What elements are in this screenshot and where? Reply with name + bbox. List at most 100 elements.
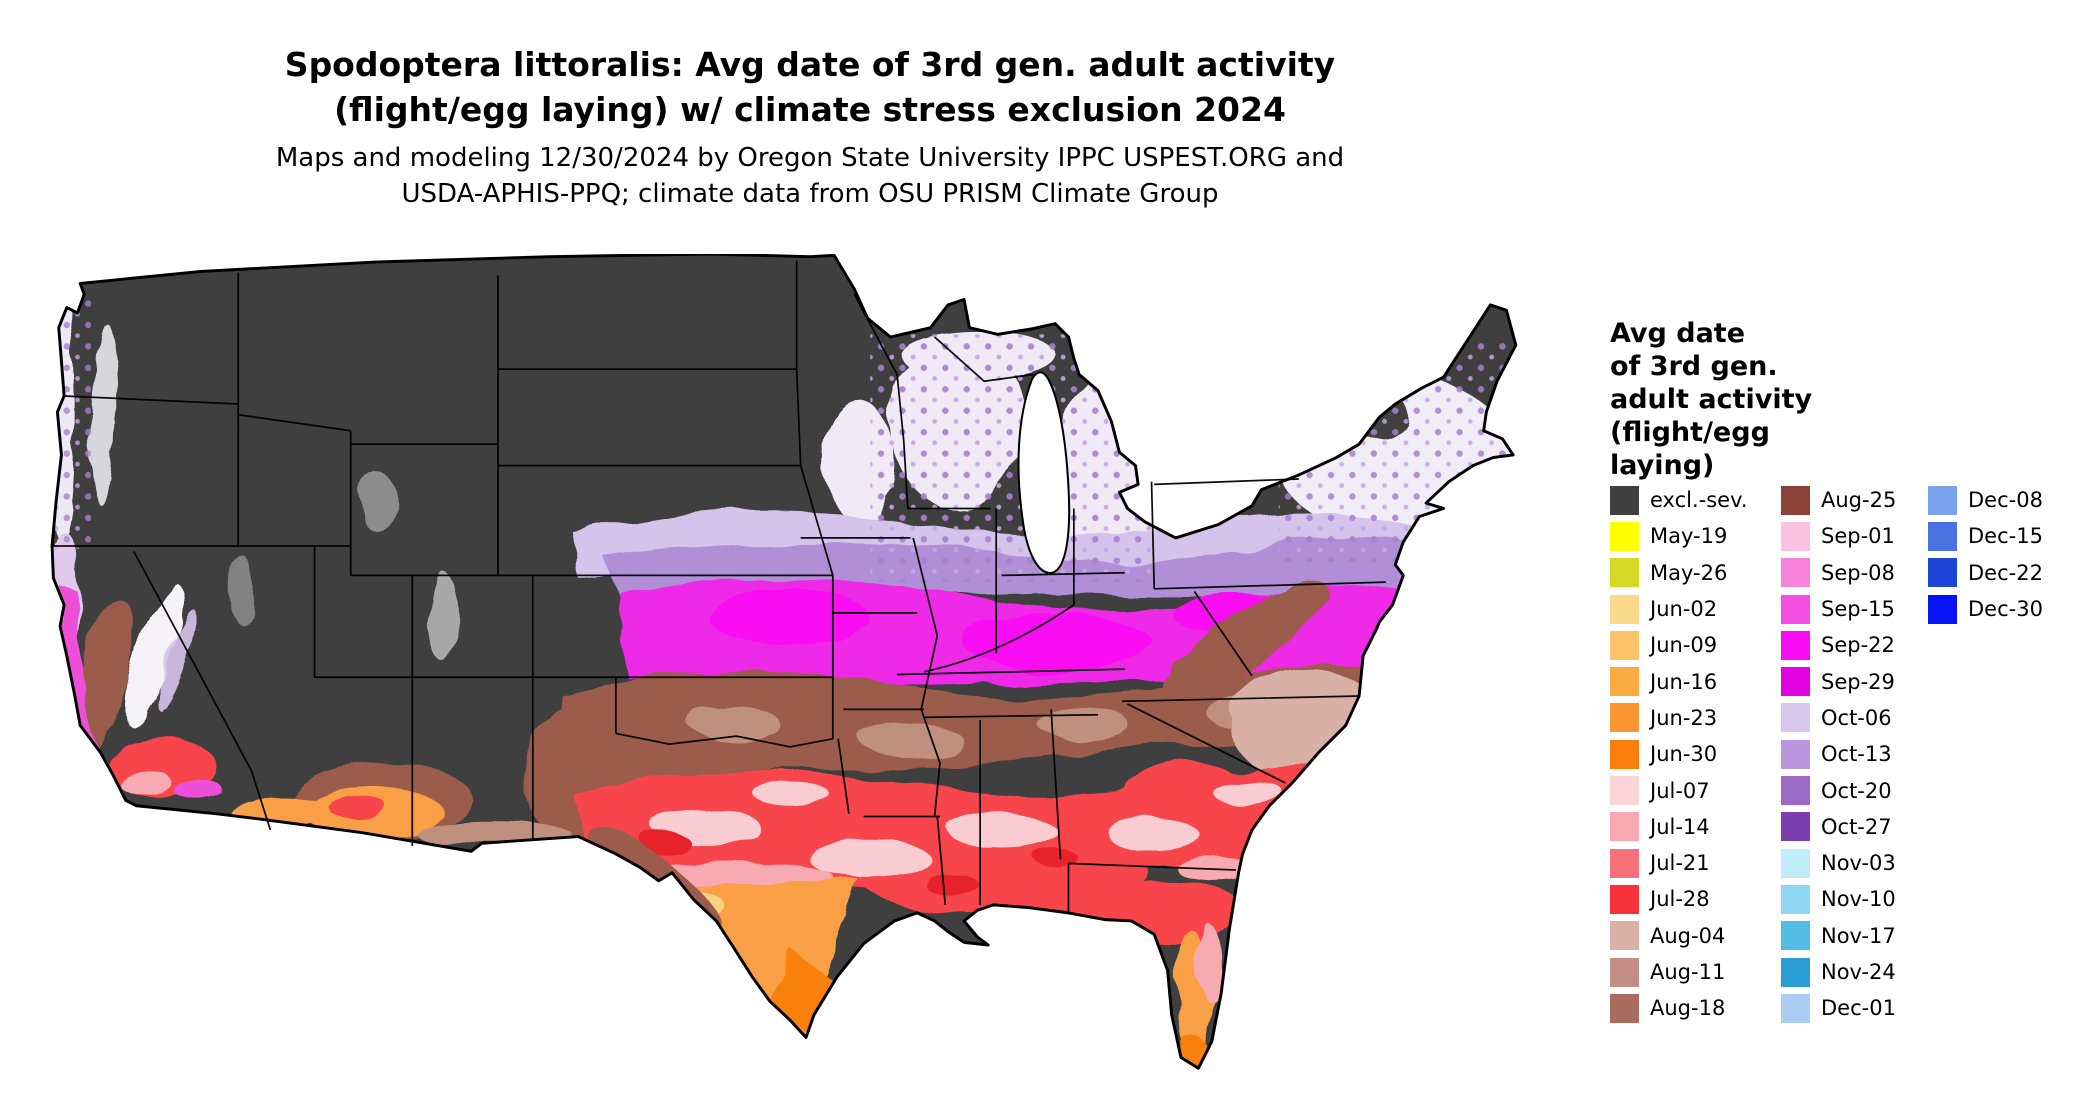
legend-item: Nov-17	[1781, 918, 1928, 954]
legend-item: May-19	[1610, 518, 1781, 554]
legend-item: Sep-29	[1781, 663, 1928, 699]
legend-label: Jul-14	[1650, 814, 1710, 839]
legend-swatch	[1610, 739, 1639, 769]
legend-label: Aug-25	[1821, 488, 1897, 513]
legend-swatch	[1781, 521, 1810, 551]
subtitle-line-1: Maps and modeling 12/30/2024 by Oregon S…	[275, 143, 1345, 173]
legend-column-3: Dec-08 Dec-15 Dec-22 Dec-30	[1928, 482, 2088, 627]
legend-swatch	[1928, 521, 1957, 551]
speckle-overlay-northeast	[1278, 341, 1516, 563]
legend-item: Oct-20	[1781, 772, 1928, 808]
legend-item: May-26	[1610, 555, 1781, 591]
legend-swatch	[1610, 558, 1639, 588]
us-map-figure	[40, 254, 1560, 1087]
legend-swatch	[1781, 957, 1810, 987]
legend-label: Sep-22	[1821, 633, 1895, 658]
legend-swatch	[1781, 630, 1810, 660]
legend-swatch	[1781, 884, 1810, 914]
legend-label: Dec-30	[1968, 597, 2043, 622]
legend-item: Jun-16	[1610, 663, 1781, 699]
legend-title: Avg date of 3rd gen. adult activity (fli…	[1610, 317, 2090, 482]
us-map-svg	[50, 254, 1518, 1070]
page-subtitle: Maps and modeling 12/30/2024 by Oregon S…	[40, 140, 1580, 212]
legend-item: Aug-04	[1610, 918, 1781, 954]
legend-label: Oct-13	[1821, 742, 1892, 767]
title-line-1: Spodoptera littoralis: Avg date of 3rd g…	[284, 45, 1336, 84]
legend-swatch	[1781, 703, 1810, 733]
legend-item: Oct-06	[1781, 700, 1928, 736]
legend-item: Jul-21	[1610, 845, 1781, 881]
legend-label: Sep-29	[1821, 669, 1895, 694]
speckle-overlay-lakes	[870, 334, 1152, 583]
map-data-layer	[52, 254, 1516, 1069]
legend-item: Nov-24	[1781, 954, 1928, 990]
legend-title-line: (flight/egg	[1610, 417, 1770, 448]
legend-title-line: of 3rd gen.	[1610, 351, 1778, 382]
legend-label: excl.-sev.	[1650, 488, 1748, 513]
legend-label: Jul-07	[1650, 778, 1710, 803]
legend-item: Jul-28	[1610, 881, 1781, 917]
legend-label: Sep-08	[1821, 560, 1895, 585]
legend-label: Nov-03	[1821, 851, 1896, 876]
legend-swatch	[1781, 739, 1810, 769]
legend-item: Aug-25	[1781, 482, 1928, 518]
legend-column-1: excl.-sev. May-19 May-26 Jun-02 Jun-09 Jun-16…	[1610, 482, 1781, 1026]
legend-swatch	[1610, 703, 1639, 733]
legend-label: Jun-02	[1650, 597, 1718, 622]
legend-item: Sep-08	[1781, 555, 1928, 591]
legend-item: Nov-03	[1781, 845, 1928, 881]
legend-swatch	[1928, 594, 1957, 624]
legend-swatch	[1610, 485, 1639, 515]
legend-swatch	[1610, 594, 1639, 624]
legend-label: Jun-16	[1650, 669, 1718, 694]
legend-label: Sep-01	[1821, 524, 1895, 549]
legend-swatch	[1610, 630, 1639, 660]
legend-swatch	[1610, 848, 1639, 878]
legend-label: Jun-30	[1650, 742, 1718, 767]
us-outline	[50, 254, 1518, 1070]
legend-label: May-26	[1650, 560, 1728, 585]
legend-item: Aug-11	[1610, 954, 1781, 990]
legend: Avg date of 3rd gen. adult activity (fli…	[1610, 317, 2090, 1023]
legend-swatch	[1781, 993, 1810, 1023]
legend-label: Nov-17	[1821, 923, 1896, 948]
legend-swatch	[1781, 594, 1810, 624]
legend-item: Jul-07	[1610, 772, 1781, 808]
legend-item: Dec-01	[1781, 990, 1928, 1026]
legend-swatch	[1928, 485, 1957, 515]
legend-swatch	[1610, 667, 1639, 697]
legend-swatch	[1610, 993, 1639, 1023]
legend-item: Sep-15	[1781, 591, 1928, 627]
legend-label: Sep-15	[1821, 597, 1895, 622]
legend-swatch	[1781, 848, 1810, 878]
legend-item: Sep-22	[1781, 627, 1928, 663]
legend-swatch	[1781, 812, 1810, 842]
legend-label: Jun-09	[1650, 633, 1718, 658]
legend-label: Oct-06	[1821, 705, 1892, 730]
lake-michigan	[1017, 371, 1071, 574]
legend-label: Jul-21	[1650, 851, 1710, 876]
legend-swatch	[1781, 558, 1810, 588]
legend-label: May-19	[1650, 524, 1728, 549]
subtitle-line-2: USDA-APHIS-PPQ; climate data from OSU PR…	[401, 179, 1219, 209]
legend-label: Aug-11	[1650, 960, 1726, 984]
legend-label: Nov-24	[1821, 960, 1896, 984]
legend-item: Oct-27	[1781, 809, 1928, 845]
legend-label: Oct-20	[1821, 778, 1892, 803]
legend-swatch	[1610, 921, 1639, 951]
legend-swatch	[1610, 957, 1639, 987]
legend-item: Dec-30	[1928, 591, 2088, 627]
legend-swatch	[1610, 776, 1639, 806]
legend-grid: excl.-sev. May-19 May-26 Jun-02 Jun-09 Jun-16…	[1610, 482, 2088, 1026]
legend-swatch	[1928, 558, 1957, 588]
legend-title-line: adult activity	[1610, 384, 1813, 415]
legend-item: Aug-18	[1610, 990, 1781, 1026]
legend-item: Dec-15	[1928, 518, 2088, 554]
legend-swatch	[1610, 521, 1639, 551]
title-line-2: (flight/egg laying) w/ climate stress ex…	[334, 90, 1286, 129]
legend-label: Aug-04	[1650, 923, 1726, 948]
legend-label: Oct-27	[1821, 814, 1892, 839]
legend-label: Jun-23	[1650, 705, 1718, 730]
legend-column-2: Aug-25 Sep-01 Sep-08 Sep-15 Sep-22 Sep-29 Oct-…	[1781, 482, 1928, 1026]
